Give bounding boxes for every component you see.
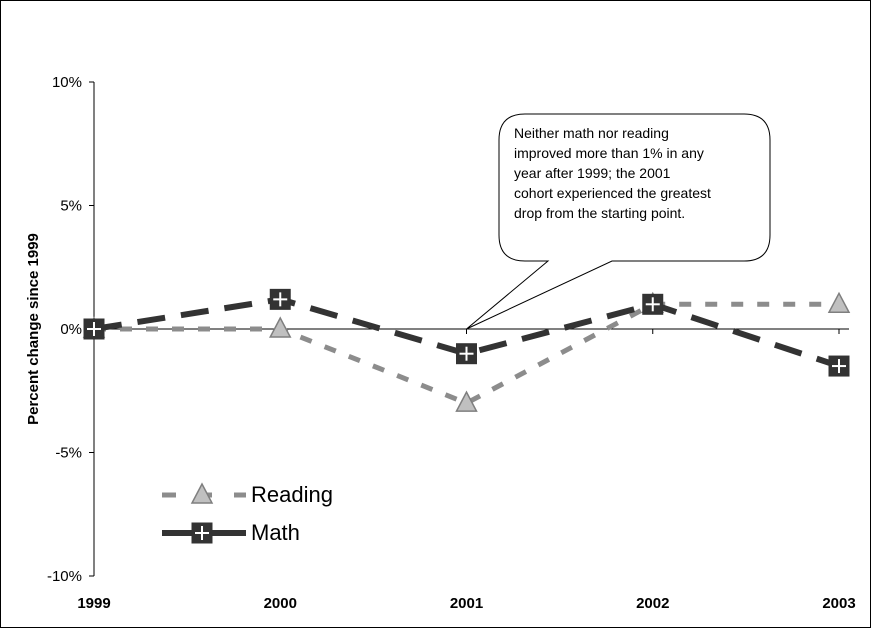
x-tick-label: 2002 [636,595,669,612]
series-line-reading [94,301,839,406]
callout-text: Neither math nor reading improved more t… [514,123,764,223]
legend-item-math: Math [162,520,300,545]
legend-item-reading: Reading [162,482,333,507]
callout-line: Neither math nor reading [514,125,669,141]
y-tick-label: -10% [47,568,82,585]
callout-line: drop from the starting point. [514,205,686,221]
x-tick-labels: 1999 2000 2001 2002 2003 [77,595,855,612]
legend-label-math: Math [251,520,300,545]
x-tick-label: 2001 [450,595,483,612]
marker-math-2001 [456,343,477,365]
triangle-marker-shape [455,390,478,412]
triangle-marker-shape [190,482,214,504]
marker-math-2000 [269,288,291,310]
x-tick-label: 1999 [77,595,110,612]
marker-reading-2000 [269,316,292,338]
callout-line: cohort experienced the greatest [514,185,711,201]
y-tick-label: 5% [60,198,82,215]
triangle-marker-shape [269,316,292,338]
legend-swatch-marker-math [191,522,213,544]
series-lines [93,296,840,406]
series-line-math [93,296,840,369]
callout-shape [466,113,771,330]
marker-reading-2003 [827,291,851,314]
callout-line: improved more than 1% in any [514,145,704,161]
series-markers [82,288,851,412]
y-tick-labels: 10% 5% 0% -5% -10% [47,74,82,585]
marker-math-2002 [642,293,664,315]
callout-line: year after 1999; the 2001 [514,165,671,181]
y-axis-label: Percent change since 1999 [25,233,42,425]
marker-math-1999 [83,318,105,340]
legend: Reading Math [162,482,333,545]
callout-bubble [466,113,771,330]
x-tick-label: 2003 [822,595,855,612]
marker-reading-2001 [455,390,478,412]
legend-swatch-marker-reading [190,482,214,504]
legend-label-reading: Reading [251,482,333,507]
triangle-marker-shape [827,291,851,314]
y-tick-label: -5% [55,445,82,462]
y-tick-label: 0% [60,321,82,338]
marker-math-2003 [828,355,850,377]
x-tick-label: 2000 [264,595,297,612]
y-tick-label: 10% [52,74,82,91]
